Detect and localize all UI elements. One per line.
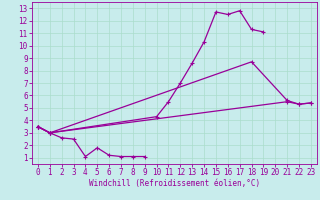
X-axis label: Windchill (Refroidissement éolien,°C): Windchill (Refroidissement éolien,°C) (89, 179, 260, 188)
